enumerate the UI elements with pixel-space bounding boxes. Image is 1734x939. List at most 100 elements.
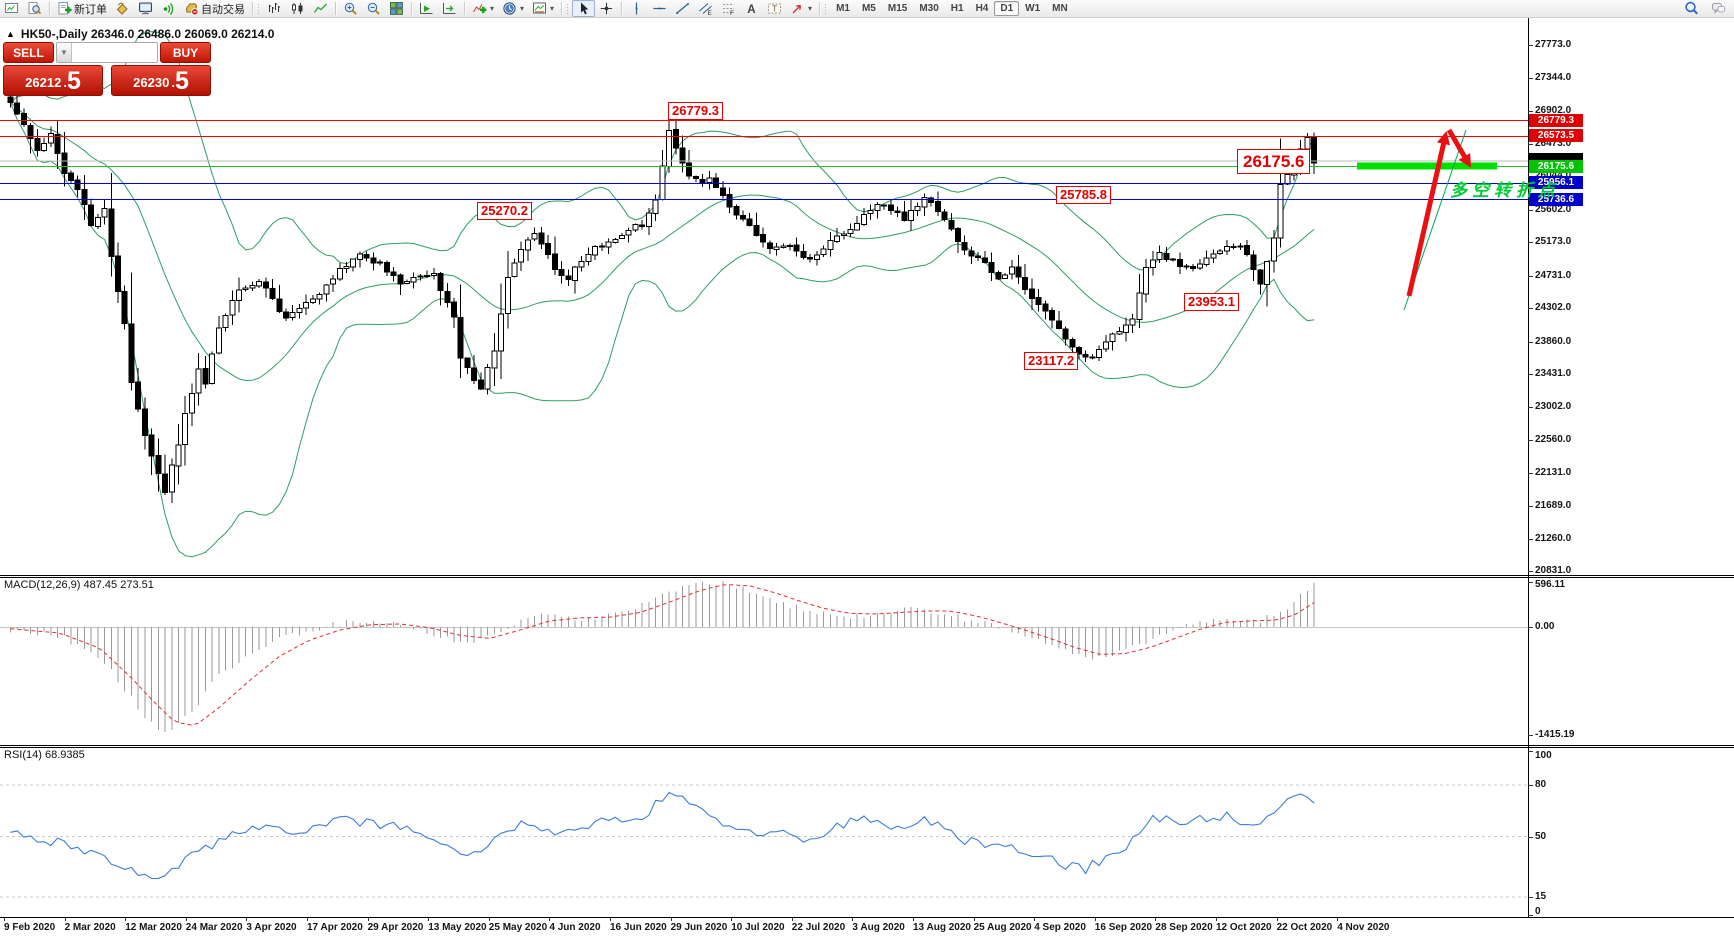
toolbar-drag-handle[interactable] bbox=[257, 2, 260, 15]
toolbar-separator bbox=[49, 2, 50, 15]
zoom-in-icon bbox=[343, 1, 358, 16]
price-axis-label: 23431.0 bbox=[1535, 368, 1572, 379]
sell-price-display[interactable]: 26212. 5 bbox=[3, 65, 103, 96]
chart-shift-icon bbox=[442, 1, 457, 16]
toolbar-symbol-search-button[interactable] bbox=[23, 0, 46, 17]
toolbar-new-order-button[interactable]: 新订单 bbox=[53, 0, 111, 17]
volume-input[interactable] bbox=[72, 43, 157, 62]
toolbar-line-chart-mode-button[interactable] bbox=[309, 0, 332, 17]
chart-frame bbox=[0, 17, 1734, 921]
sell-button[interactable]: SELL bbox=[3, 42, 54, 63]
toolbar-indicators-button[interactable]: ▾ bbox=[468, 0, 498, 17]
price-callout-23117-2: 23117.2 bbox=[1024, 352, 1079, 370]
toolbar-crosshair-button[interactable] bbox=[595, 0, 618, 17]
toolbar-vertical-line-button[interactable] bbox=[625, 0, 648, 17]
toolbar-zoom-in-button[interactable] bbox=[339, 0, 362, 17]
sell-price-fraction: 5 bbox=[66, 67, 81, 96]
periods-caret-icon: ▾ bbox=[520, 4, 525, 13]
price-axis-label: 25173.0 bbox=[1535, 236, 1572, 247]
rsi-axis-label: 80 bbox=[1535, 778, 1547, 790]
price-axis-label: 22560.0 bbox=[1535, 434, 1572, 445]
new-order-icon bbox=[57, 1, 72, 16]
timeframe-w1-button[interactable]: W1 bbox=[1025, 3, 1041, 14]
timeframe-d1-button[interactable]: D1 bbox=[994, 1, 1020, 16]
collapse-panel-icon[interactable]: ▲ bbox=[6, 29, 15, 39]
toolbar-cursor-button[interactable] bbox=[572, 0, 596, 17]
rsi-label: RSI(14) 68.9385 bbox=[4, 749, 85, 761]
toolbar-search-button[interactable] bbox=[1680, 0, 1703, 17]
new-order-label: 新订单 bbox=[74, 3, 107, 16]
date-axis-label: 9 Feb 2020 bbox=[4, 922, 56, 933]
timeframe-mn-button[interactable]: MN bbox=[1052, 3, 1068, 14]
crosshair-icon bbox=[599, 1, 614, 16]
red-up-arrow[interactable] bbox=[1406, 131, 1451, 297]
toolbar-drag-handle[interactable] bbox=[824, 2, 828, 15]
timeframe-m5-button[interactable]: M5 bbox=[861, 3, 876, 14]
date-axis-label: 3 Apr 2020 bbox=[246, 922, 297, 933]
toolbar-bar-chart-mode-button[interactable] bbox=[263, 0, 286, 17]
toolbar-auto-scroll-button[interactable] bbox=[415, 0, 438, 17]
toolbar-templates-button[interactable]: ▾ bbox=[528, 0, 558, 17]
buy-price-display[interactable]: 26230. 5 bbox=[111, 65, 211, 96]
timeframe-m30-button[interactable]: M30 bbox=[919, 3, 939, 14]
price-badge-25736-6: 25736.6 bbox=[1529, 192, 1583, 206]
fibonacci-icon: F bbox=[721, 1, 736, 16]
toolbar-text-label-button[interactable]: T bbox=[763, 0, 786, 17]
macd-label: MACD(12,26,9) 487.45 273.51 bbox=[4, 579, 154, 591]
indicators-icon bbox=[472, 1, 487, 16]
expert-advisors-icon bbox=[138, 1, 153, 16]
toolbar-separator bbox=[335, 2, 336, 15]
toolbar-chart-shift-button[interactable] bbox=[438, 0, 461, 17]
toolbar-drag-handle[interactable] bbox=[566, 2, 570, 15]
timeframe-h4-button[interactable]: H4 bbox=[975, 3, 989, 14]
toolbar-tile-windows-button[interactable] bbox=[385, 0, 408, 17]
timeframe-m15-button[interactable]: M15 bbox=[887, 3, 908, 14]
turning-point-annotation: 多空转折点 bbox=[1450, 181, 1560, 200]
toolbar-periods-button[interactable]: ▾ bbox=[498, 0, 528, 17]
toolbar-horizontal-line-button[interactable] bbox=[648, 0, 671, 17]
volume-decrease-button[interactable]: ▼ bbox=[57, 43, 72, 62]
toolbar-equidistant-channel-button[interactable]: E bbox=[694, 0, 717, 17]
toolbar-styler-button[interactable] bbox=[111, 0, 134, 17]
text-label-icon: T bbox=[767, 1, 782, 16]
timeframe-h1-button[interactable]: H1 bbox=[950, 3, 964, 14]
date-axis-label: 29 Jun 2020 bbox=[670, 922, 728, 933]
toolbar-expert-advisors-button[interactable] bbox=[134, 0, 157, 17]
toolbar-autotrading-button[interactable]: 自动交易 bbox=[180, 0, 249, 17]
rsi-axis-label: 100 bbox=[1535, 750, 1552, 761]
toolbar-charts-list-button[interactable] bbox=[0, 0, 23, 17]
toolbar-right-group bbox=[1680, 0, 1734, 17]
red-down-arrow[interactable] bbox=[1446, 128, 1472, 168]
signals-icon bbox=[161, 1, 176, 16]
toolbar-arrows-button[interactable]: ▾ bbox=[786, 0, 816, 17]
date-axis-label: 10 Jul 2020 bbox=[731, 922, 785, 933]
toolbar-chat-button[interactable] bbox=[1707, 0, 1730, 17]
macd-histogram bbox=[10, 580, 1315, 733]
toolbar-text-button[interactable]: A bbox=[740, 0, 763, 17]
price-badge-26779-3: 26779.3 bbox=[1529, 113, 1583, 127]
price-axis-label: 23002.0 bbox=[1535, 400, 1572, 412]
toolbar-separator bbox=[411, 2, 412, 15]
toolbar-separator bbox=[464, 2, 465, 15]
price-badge-25956-1: 25956.1 bbox=[1529, 176, 1583, 190]
macd-main-value: 487.45 bbox=[83, 579, 118, 591]
price-axis-label: 21260.0 bbox=[1535, 532, 1572, 544]
toolbar-fibonacci-button[interactable]: F bbox=[717, 0, 740, 17]
buy-price-main: 26230 bbox=[133, 75, 170, 91]
date-axis-label: 13 May 2020 bbox=[428, 922, 487, 933]
price-axis-label: 25602.0 bbox=[1535, 203, 1572, 215]
date-axis-label: 17 Apr 2020 bbox=[307, 922, 363, 933]
buy-button[interactable]: BUY bbox=[160, 42, 211, 63]
price-axis-label: 23860.0 bbox=[1535, 335, 1572, 347]
toolbar-trendline-button[interactable] bbox=[671, 0, 694, 17]
text-icon: A bbox=[744, 1, 759, 16]
price-axis-label: 27773.0 bbox=[1535, 39, 1572, 50]
toolbar-zoom-out-button[interactable] bbox=[362, 0, 385, 17]
timeframe-m1-button[interactable]: M1 bbox=[836, 3, 850, 14]
toolbar-candle-chart-mode-button[interactable] bbox=[286, 0, 309, 17]
macd-axis-label: 0.00 bbox=[1535, 621, 1555, 632]
macd-signal-value: 273.51 bbox=[120, 579, 154, 591]
toolbar-signals-button[interactable] bbox=[157, 0, 180, 17]
